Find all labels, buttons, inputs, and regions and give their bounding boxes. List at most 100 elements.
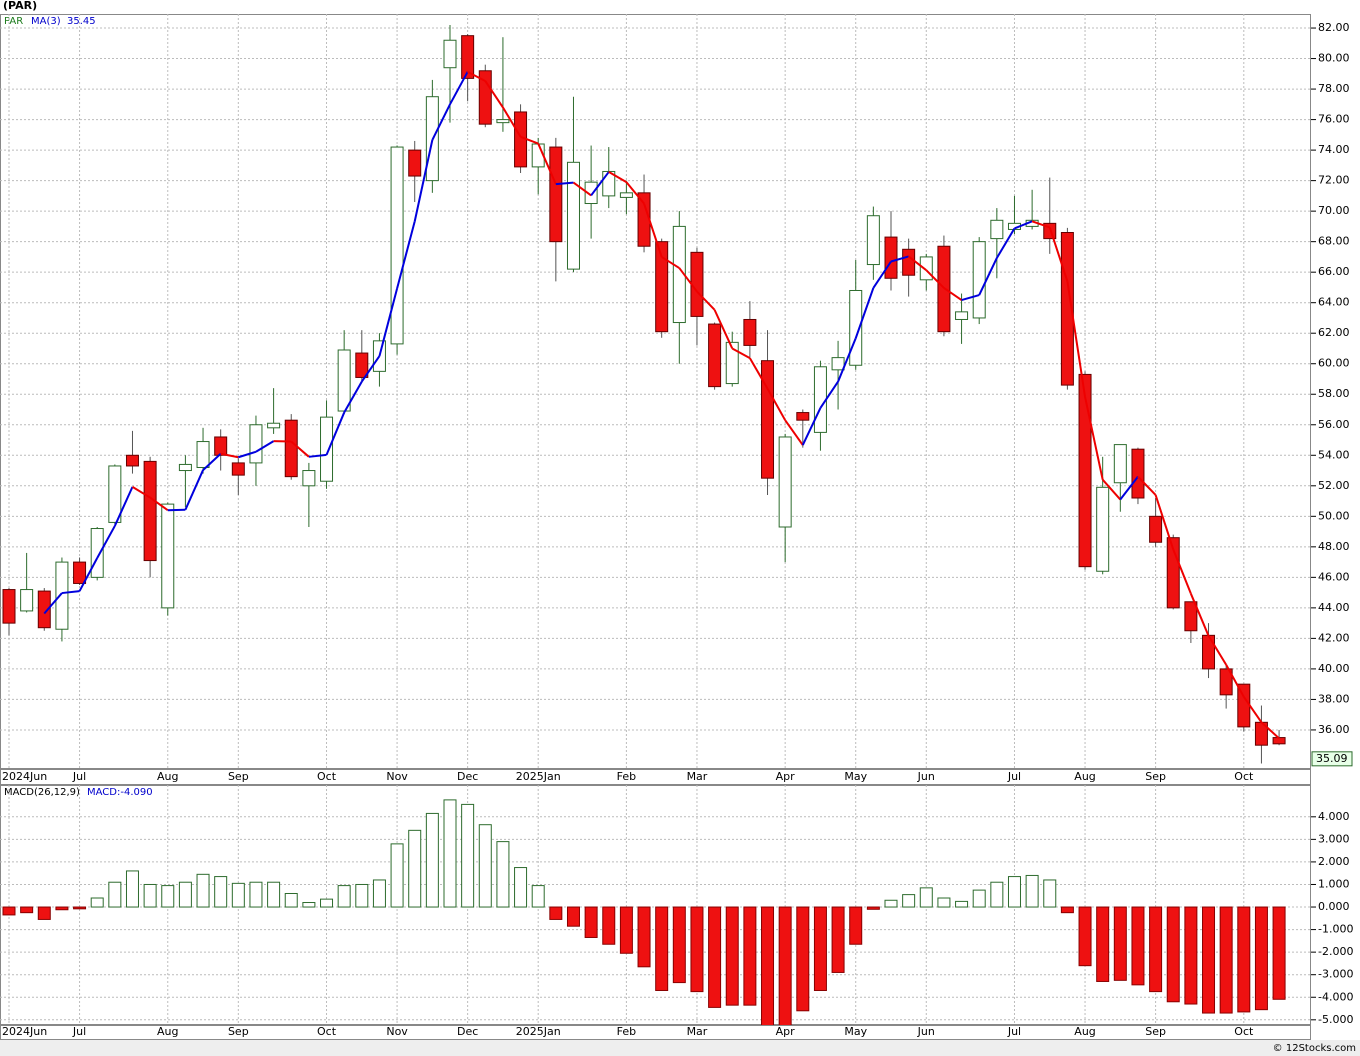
price-tag-label: 35.09 (1316, 752, 1348, 765)
candle-body (196, 441, 210, 468)
macd-bar (302, 902, 316, 908)
candle-body (108, 465, 122, 523)
ma-segment (290, 440, 310, 458)
legend-ma-value: 35.45 (67, 16, 96, 27)
candle-body (284, 419, 298, 478)
macd-bar (178, 881, 192, 908)
macd-bar (108, 881, 122, 908)
candle-body (1113, 444, 1127, 484)
y-tick-label: 46.00 (1318, 570, 1350, 583)
x-tick-label: 2024Jun (2, 770, 47, 783)
macd-bar (267, 881, 281, 908)
ma-segment (149, 496, 169, 512)
y-tick-label: 82.00 (1318, 21, 1350, 34)
macd-bar (143, 883, 157, 908)
macd-bar (1219, 906, 1233, 1014)
ma-segment (608, 171, 627, 184)
x-tick-label: 2024Jun (2, 1025, 47, 1038)
ma-segment (678, 267, 698, 293)
ma-segment (1066, 281, 1087, 397)
macd-bar (602, 906, 616, 945)
ma-segment (396, 221, 416, 289)
ma-segment (378, 288, 399, 357)
ma-segment (1101, 479, 1122, 501)
x-tick-label: Jul (1007, 1025, 1021, 1038)
candle-body (267, 422, 281, 429)
macd-bar (425, 812, 439, 908)
y-tick-label: 78.00 (1318, 82, 1350, 95)
ma-segment (96, 525, 116, 559)
macd-bar (778, 906, 792, 1025)
macd-bar (196, 873, 210, 908)
macd-bar (37, 906, 51, 920)
y-tick-label: 40.00 (1318, 662, 1350, 675)
candle-body (37, 590, 51, 629)
ma-segment (502, 106, 522, 138)
macd-bar (461, 803, 475, 908)
x-tick-label: Sep (228, 770, 249, 783)
macd-bar (531, 885, 545, 908)
candle-body (813, 366, 827, 433)
y-tick-label: 50.00 (1318, 509, 1350, 522)
macd-bar (284, 892, 298, 908)
macd-bar (1131, 906, 1145, 986)
macd-bar (743, 906, 757, 1006)
candle-body (831, 357, 845, 371)
macd-bar (1007, 876, 1021, 908)
candle-body (1202, 634, 1216, 670)
ma-segment (1260, 721, 1280, 740)
macd-bar (125, 870, 139, 908)
macd-date-band (0, 1025, 1311, 1040)
macd-bar (320, 898, 334, 908)
y-tick-label: 48.00 (1318, 540, 1350, 553)
candle-body (178, 463, 192, 472)
ma-segment (184, 469, 204, 511)
macd-bar (672, 906, 686, 984)
ma-segment (625, 181, 645, 205)
x-tick-label: Oct (317, 770, 337, 783)
y-tick-label: 64.00 (1318, 296, 1350, 309)
candle-body (1096, 486, 1110, 572)
macd-bar (990, 881, 1004, 908)
macd-bar (884, 899, 898, 908)
candle-body (390, 146, 404, 345)
macd-bar (390, 843, 404, 908)
candle-body (143, 460, 157, 562)
y-tick-label: 66.00 (1318, 265, 1350, 278)
ma-segment (449, 71, 469, 105)
candle-body (73, 561, 87, 584)
candle-body (619, 192, 633, 198)
candle-body (496, 119, 510, 124)
macd-bar (214, 876, 228, 908)
x-tick-label: May (844, 1025, 867, 1038)
macd-bar (955, 900, 969, 908)
candle-body (866, 215, 880, 266)
x-tick-label: 2025Jan (516, 1025, 561, 1038)
candle-body (725, 341, 739, 385)
footer-band (0, 1040, 1360, 1056)
macd-bar (549, 906, 563, 920)
candle-body (302, 470, 316, 487)
chart-title: (PAR) (3, 0, 37, 12)
macd-bar (408, 829, 422, 908)
y-tick-label: 44.00 (1318, 601, 1350, 614)
x-tick-label: Dec (457, 1025, 478, 1038)
ma-segment (1172, 549, 1192, 595)
ma-segment (431, 103, 451, 141)
candle-body (90, 528, 104, 578)
macd-bar (849, 906, 863, 945)
x-tick-label: Oct (317, 1025, 337, 1038)
candle-body (125, 454, 139, 467)
ma-segment (78, 557, 99, 592)
ma-segment (590, 171, 610, 197)
macd-bar (796, 906, 810, 1012)
price-tag (1311, 751, 1353, 767)
x-tick-label: Apr (776, 770, 796, 783)
x-tick-label: 2025Jan (516, 770, 561, 783)
macd-bar (690, 906, 704, 993)
y-tick-label: 72.00 (1318, 174, 1350, 187)
macd-readout: MACD:-4.090 (87, 787, 153, 798)
x-tick-label: Mar (687, 770, 708, 783)
x-tick-label: Feb (617, 770, 636, 783)
